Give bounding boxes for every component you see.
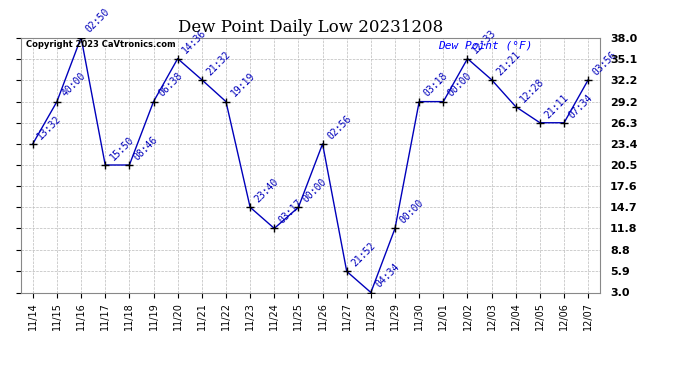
Text: 00:00: 00:00: [398, 198, 426, 226]
Text: 08:46: 08:46: [132, 134, 160, 162]
Text: Dew Point (°F): Dew Point (°F): [438, 40, 533, 50]
Text: 12:28: 12:28: [519, 76, 546, 104]
Text: 00:00: 00:00: [302, 177, 329, 204]
Text: 13:32: 13:32: [36, 113, 63, 141]
Text: 19:19: 19:19: [229, 71, 257, 99]
Text: 04:34: 04:34: [374, 262, 402, 290]
Text: 06:38: 06:38: [157, 71, 184, 99]
Text: 00:00: 00:00: [446, 71, 474, 99]
Text: Copyright 2023 CaVtronics.com: Copyright 2023 CaVtronics.com: [26, 40, 176, 49]
Text: 40:00: 40:00: [60, 71, 88, 99]
Text: 23:40: 23:40: [253, 177, 281, 204]
Text: 14:36: 14:36: [181, 28, 208, 56]
Text: 21:52: 21:52: [350, 241, 377, 268]
Text: 12:33: 12:33: [471, 28, 498, 56]
Text: 15:50: 15:50: [108, 134, 136, 162]
Title: Dew Point Daily Low 20231208: Dew Point Daily Low 20231208: [178, 19, 443, 36]
Text: 03:56: 03:56: [591, 49, 619, 77]
Text: 21:11: 21:11: [543, 92, 571, 120]
Text: 21:21: 21:21: [495, 49, 522, 77]
Text: 02:50: 02:50: [84, 7, 112, 35]
Text: 07:34: 07:34: [567, 92, 595, 120]
Text: 02:56: 02:56: [326, 113, 353, 141]
Text: 03:17: 03:17: [277, 198, 305, 226]
Text: 21:32: 21:32: [205, 49, 233, 77]
Text: 03:18: 03:18: [422, 71, 450, 99]
